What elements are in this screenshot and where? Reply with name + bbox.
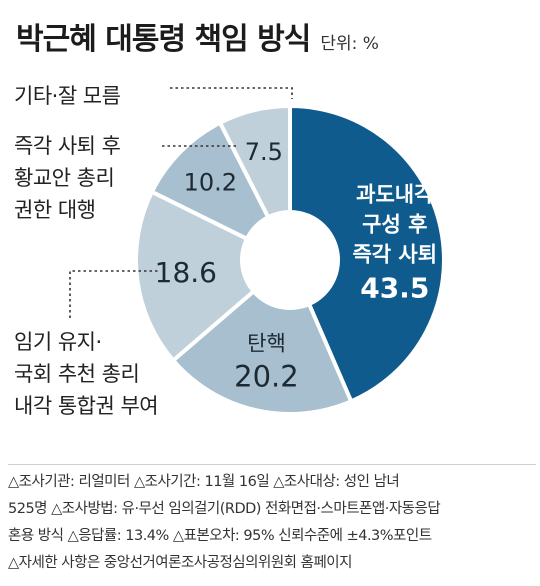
slice-impeachment: [171, 258, 354, 416]
label-other: 기타·잘 모름: [14, 80, 121, 112]
slice-value: 10.2: [184, 168, 237, 196]
slice-category-line: 구성 후: [362, 212, 427, 236]
note-line: 혼용 방식 △응답률: 13.4% △표본오차: 95% 신뢰수준에 ±4.3%…: [8, 528, 432, 544]
slice-category-line: 탄핵: [247, 331, 286, 355]
label-keep-term-line-1: 임기 유지·: [14, 330, 102, 354]
unit-label: 단위: %: [320, 34, 379, 54]
slice-value: 7.5: [245, 138, 283, 166]
slice-keep-term: [134, 189, 292, 363]
chart-title: 박근혜 대통령 책임 방식: [16, 22, 311, 57]
donut-hole: [240, 210, 340, 310]
leader-line-other: [170, 87, 293, 99]
slice-label-other: 7.5: [245, 138, 283, 166]
slice-label-resign-acting: 10.2: [184, 168, 237, 196]
slice-label-keep-term: 18.6: [155, 256, 217, 289]
slice-label-impeachment: 탄핵 20.2: [234, 331, 299, 393]
slice-caretaker-cabinet: [288, 104, 446, 404]
label-other-line-1: 기타·잘 모름: [14, 84, 121, 108]
note-line: 525명 △조사방법: 유·무선 임의걸기(RDD) 전화면접·스마트폰앱·자동…: [8, 501, 441, 517]
leader-line-keep-term: [69, 270, 160, 318]
title-row: 박근혜 대통령 책임 방식 단위: %: [16, 14, 530, 58]
survey-notes: △조사기관: 리얼미터 △조사기간: 11월 16일 △조사대상: 성인 남녀 …: [8, 464, 536, 577]
label-resign-acting: 즉각 사퇴 후 황교안 총리 권한 대행: [14, 130, 121, 226]
slice-value: 43.5: [360, 271, 429, 304]
note-line: △조사기관: 리얼미터 △조사기간: 11월 16일 △조사대상: 성인 남녀: [8, 474, 400, 490]
label-resign-acting-line-2: 황교안 총리: [14, 166, 115, 190]
slice-value: 20.2: [234, 359, 299, 393]
note-line: △자세한 사항은 중앙선거여론조사공정심의위원회 홈페이지: [8, 555, 352, 571]
slice-category-line: 즉각 사퇴: [352, 242, 437, 266]
label-keep-term: 임기 유지· 국회 추천 총리 내각 통합권 부여: [14, 326, 159, 422]
label-resign-acting-line-1: 즉각 사퇴 후: [14, 134, 121, 158]
label-keep-term-line-3: 내각 통합권 부여: [14, 394, 159, 418]
slice-category-line: 과도내각: [356, 182, 433, 206]
label-resign-acting-line-3: 권한 대행: [14, 198, 96, 222]
label-keep-term-line-2: 국회 추천 총리: [14, 362, 140, 386]
slice-value: 18.6: [155, 256, 217, 289]
